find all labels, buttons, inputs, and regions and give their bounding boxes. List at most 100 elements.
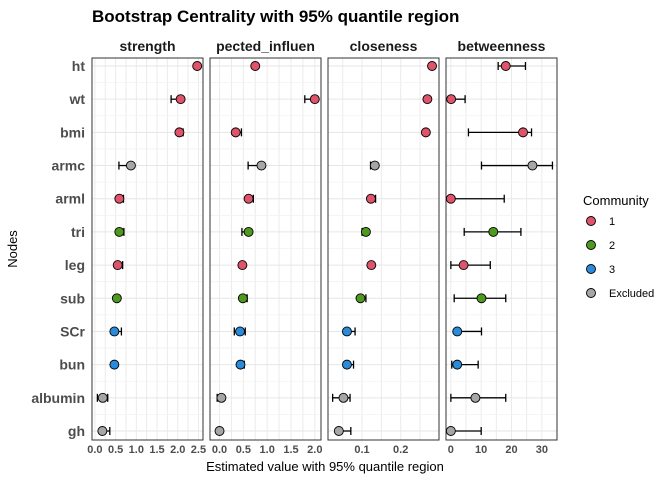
- data-point-gh: [97, 426, 108, 436]
- data-point-wt: [175, 94, 186, 105]
- legend-key: [586, 216, 596, 226]
- panel-border: [209, 57, 322, 441]
- x-axis-label: Estimated value with 95% quantile region: [206, 459, 444, 474]
- data-point-bun: [342, 359, 352, 370]
- data-point-arml: [365, 193, 376, 204]
- data-point-albumin: [216, 392, 227, 403]
- data-point-bmi: [230, 127, 241, 138]
- y-tick-label: arml: [55, 191, 85, 207]
- data-point-wt: [309, 94, 320, 105]
- data-point-ht: [500, 61, 511, 71]
- data-point-SCr: [452, 326, 463, 337]
- data-point-gh: [333, 426, 344, 436]
- data-point-leg: [366, 260, 377, 271]
- x-tick-label: 0.2: [393, 444, 408, 456]
- data-point-arml: [445, 193, 456, 204]
- data-point-bun: [109, 359, 120, 370]
- data-point-armc: [527, 160, 538, 171]
- panel-closeness: closeness 0.1 0.2: [327, 38, 440, 456]
- legend-label: 3: [609, 264, 615, 276]
- y-tick-label: wt: [68, 91, 85, 107]
- legend-label: Excluded: [609, 288, 654, 300]
- panel-border: [445, 57, 558, 441]
- data-point-gh: [445, 426, 456, 436]
- strip-label: pected_influen: [216, 38, 315, 54]
- data-point-SCr: [109, 326, 120, 337]
- data-point-wt: [446, 94, 457, 105]
- strip-label: betweenness: [458, 38, 546, 54]
- legend-label: 1: [609, 216, 615, 228]
- x-tick-label: 0.0: [212, 444, 227, 456]
- legend-label: 2: [609, 240, 615, 252]
- x-tick-label: 20: [505, 444, 517, 456]
- data-point-ht: [192, 61, 203, 71]
- y-tick-label: armc: [52, 158, 86, 174]
- data-point-bun: [452, 359, 463, 370]
- data-point-armc: [256, 160, 267, 171]
- data-point-armc: [369, 160, 380, 171]
- data-point-bmi: [420, 127, 431, 138]
- data-point-tri: [243, 226, 254, 237]
- strip-label: strength: [120, 38, 176, 54]
- data-point-tri: [488, 226, 499, 237]
- data-point-albumin: [470, 392, 481, 403]
- legend-key: [586, 264, 596, 274]
- data-point-arml: [243, 193, 254, 204]
- data-point-sub: [111, 293, 122, 304]
- legend-title: Community: [583, 193, 649, 208]
- x-tick-label: 1.5: [283, 444, 298, 456]
- data-point-albumin: [338, 392, 349, 403]
- x-tick-label: 0.5: [108, 444, 123, 456]
- panel-border: [327, 57, 440, 441]
- data-point-leg: [237, 260, 248, 271]
- data-point-SCr: [235, 326, 245, 337]
- x-tick-label: 0: [448, 444, 454, 456]
- data-point-gh: [214, 426, 225, 436]
- x-tick-label: 0.0: [87, 444, 102, 456]
- strip-label: closeness: [350, 38, 418, 54]
- x-tick-label: 1.0: [260, 444, 275, 456]
- y-tick-label: tri: [71, 224, 85, 240]
- data-point-bmi: [174, 127, 185, 138]
- y-tick-label: ht: [72, 58, 86, 74]
- y-tick-label: leg: [65, 257, 85, 273]
- x-tick-label: 0.5: [236, 444, 251, 456]
- data-point-bmi: [518, 127, 528, 138]
- data-point-wt: [422, 94, 433, 105]
- chart-title: Bootstrap Centrality with 95% quantile r…: [92, 7, 459, 26]
- panel-strength: strength 0.0 0.5 1.0 1.5 2.0 2.5: [87, 38, 206, 456]
- x-tick-label: 0.1: [354, 444, 369, 456]
- x-tick-label: 2.5: [191, 444, 206, 456]
- data-point-bun: [235, 359, 246, 370]
- data-point-sub: [355, 293, 366, 304]
- data-point-sub: [476, 293, 487, 304]
- panel-border: [91, 57, 204, 441]
- data-point-albumin: [97, 392, 108, 403]
- y-tick-label: sub: [60, 290, 85, 306]
- x-tick-label: 1.5: [149, 444, 164, 456]
- legend: Community 1 2 3 Excluded: [583, 193, 654, 300]
- y-tick-label: bun: [59, 357, 85, 373]
- legend-key: [586, 240, 596, 250]
- data-point-armc: [125, 160, 136, 171]
- y-tick-label: gh: [68, 423, 85, 439]
- data-point-SCr: [342, 326, 352, 337]
- data-point-leg: [112, 260, 123, 271]
- data-point-leg: [458, 260, 469, 271]
- panel-pected-influen: pected_influen 0.0 0.5 1.0 1.5 2.0: [209, 38, 322, 456]
- data-point-ht: [250, 61, 261, 71]
- x-tick-label: 1.0: [129, 444, 144, 456]
- y-tick-label: albumin: [31, 390, 85, 406]
- x-tick-label: 10: [475, 444, 487, 456]
- y-tick-label: bmi: [60, 124, 85, 140]
- data-point-arml: [114, 193, 125, 204]
- x-tick-label: 30: [536, 444, 548, 456]
- data-point-ht: [427, 61, 437, 71]
- y-axis-label: Nodes: [5, 230, 20, 268]
- y-tick-label: SCr: [60, 323, 85, 339]
- panel-betweenness: betweenness 0 10 20 30: [445, 38, 558, 456]
- data-point-tri: [360, 226, 371, 237]
- data-point-sub: [237, 293, 248, 304]
- legend-key: [586, 288, 596, 298]
